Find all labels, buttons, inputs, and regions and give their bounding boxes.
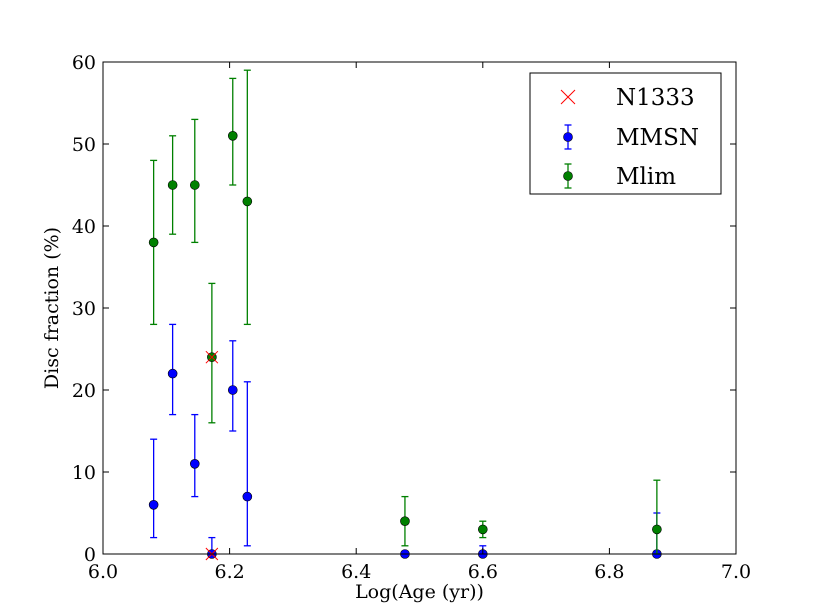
legend-entry-mlim: Mlim	[563, 163, 676, 190]
data-point-mmsn	[167, 368, 178, 379]
y-tick-label: 60	[72, 52, 96, 74]
data-point-mlim	[242, 196, 253, 207]
x-tick-label: 6.0	[88, 561, 118, 583]
data-point-mlim	[400, 516, 410, 527]
legend-marker-mlim	[563, 171, 573, 181]
data-point-mlim	[652, 524, 662, 535]
error-bar-mmsn	[150, 438, 158, 539]
legend-label-mmsn: MMSN	[616, 125, 699, 151]
data-point-mlim	[148, 237, 159, 248]
data-point-mlim	[477, 524, 488, 535]
x-tick-label: 6.8	[594, 561, 624, 583]
legend-entry-n1333: N1333	[560, 85, 695, 111]
legend: N1333 MMSN Mlim	[529, 72, 722, 195]
x-axis-label: Log(Age (yr))	[355, 581, 484, 603]
data-point-mmsn	[242, 491, 253, 502]
data-point-mlim	[189, 180, 200, 190]
legend-label-mlim: Mlim	[616, 164, 676, 190]
data-point-mlim	[167, 180, 178, 190]
error-bar-mmsn	[191, 413, 199, 498]
legend-label-n1333: N1333	[616, 85, 695, 111]
data-point-mmsn	[148, 499, 159, 510]
data-point-n1333	[205, 350, 219, 364]
error-bar-mmsn	[243, 381, 251, 547]
x-tick-label: 6.4	[341, 561, 371, 583]
y-axis-label: Disc fraction (%)	[41, 227, 63, 389]
y-tick-label: 30	[72, 298, 96, 320]
legend-marker-mmsn	[563, 132, 573, 142]
x-tick-label: 6.2	[214, 561, 244, 583]
ticks-layer: 6.0 6.2 6.4 6.6 6.8 7.0 0 10 20 30 40 50 60	[72, 52, 751, 583]
legend-marker-n1333	[560, 89, 576, 105]
legend-box	[529, 72, 722, 195]
x-tick-label: 7.0	[721, 561, 751, 583]
y-tick-label: 20	[72, 380, 96, 402]
y-tick-label: 50	[72, 134, 96, 156]
legend-entry-mmsn: MMSN	[563, 124, 699, 151]
data-point-mmsn	[189, 458, 200, 469]
data-point-mmsn	[227, 385, 238, 395]
data-point-mlim	[227, 131, 238, 141]
y-tick-label: 40	[72, 216, 96, 238]
y-tick-label: 0	[84, 544, 96, 566]
error-bar-mlim	[653, 479, 661, 555]
y-tick-label: 10	[72, 462, 96, 484]
x-tick-label: 6.6	[468, 561, 498, 583]
